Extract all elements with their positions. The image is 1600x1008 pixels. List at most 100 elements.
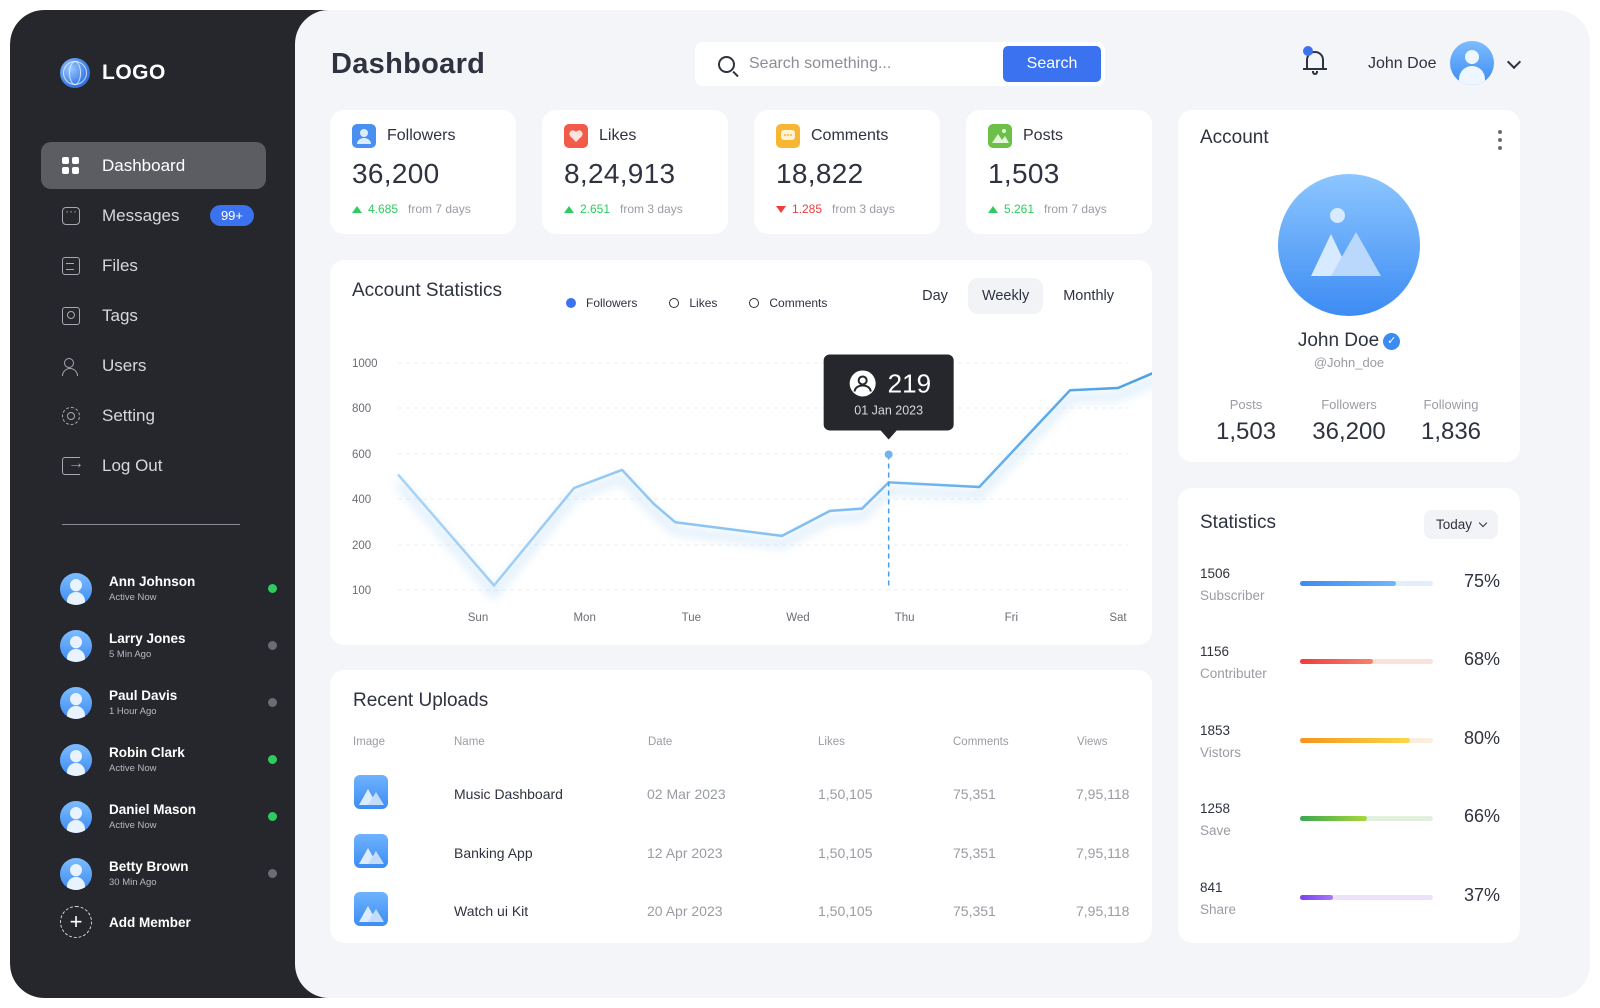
avatar xyxy=(60,743,92,776)
chevron-down-icon[interactable] xyxy=(1506,54,1522,70)
upload-date: 20 Apr 2023 xyxy=(647,903,723,919)
upload-views: 7,95,118 xyxy=(1076,903,1130,919)
stat-delta: 1.285 xyxy=(792,202,823,216)
progress-bar xyxy=(1300,738,1433,743)
search-bar: Search xyxy=(695,42,1105,86)
legend-item-followers[interactable]: Followers xyxy=(566,296,637,310)
member-status: 1 Hour Ago xyxy=(109,706,157,717)
stat-period: from 3 days xyxy=(832,202,895,216)
member-item[interactable]: Betty Brown 30 Min Ago xyxy=(60,845,280,902)
column-header: Comments xyxy=(953,736,1009,748)
stat-percent: 37% xyxy=(1463,885,1500,905)
upload-comments: 75,351 xyxy=(953,845,996,861)
y-tick-label: 400 xyxy=(352,494,371,506)
recent-uploads-card: Recent Uploads Image Name Date Likes Com… xyxy=(330,670,1152,943)
member-name: Robin Clark xyxy=(109,745,185,760)
stat-delta: 2.651 xyxy=(580,202,611,216)
arrow-up-icon xyxy=(988,205,998,213)
search-input[interactable] xyxy=(749,55,989,73)
logo[interactable]: LOGO xyxy=(60,58,166,88)
member-name: Paul Davis xyxy=(109,688,178,703)
x-tick-label: Fri xyxy=(1005,612,1018,624)
statistics-card: Statistics Today 1506 Subscriber 75% 1156 Co… xyxy=(1178,488,1520,943)
profile-handle: @John_doe xyxy=(1313,355,1385,370)
tooltip-value: 219 xyxy=(888,368,931,398)
progress-bar xyxy=(1300,581,1433,586)
chart-legend: Followers Likes Comments xyxy=(566,296,827,310)
member-item[interactable]: Paul Davis 1 Hour Ago xyxy=(60,674,280,731)
line-chart: 1000 800 600 400 200 100 Sun Mon Tue Wed Thu Fri Sat… xyxy=(352,354,1152,624)
sidebar-item-label: Files xyxy=(102,255,138,275)
progress-fill xyxy=(1300,738,1411,743)
member-name: Ann Johnson xyxy=(109,574,196,589)
sidebar-divider xyxy=(62,524,240,525)
upload-date: 12 Apr 2023 xyxy=(647,845,723,861)
stat-label: Share xyxy=(1200,902,1237,917)
sidebar-item-logout[interactable]: Log Out xyxy=(41,442,266,489)
statistics-title: Statistics xyxy=(1200,512,1277,533)
add-member-button[interactable]: + Add Member xyxy=(60,906,191,938)
sidebar-item-messages[interactable]: Messages 99+ xyxy=(41,192,266,239)
more-options-icon[interactable] xyxy=(1498,130,1502,150)
main-content: Dashboard Search John Doe Followers 36,2… xyxy=(295,10,1590,998)
range-monthly-button[interactable]: Monthly xyxy=(1063,288,1114,304)
stat-card-likes: Likes 8,24,913 2.651 from 3 days xyxy=(542,110,728,234)
table-row[interactable]: Music Dashboard 02 Mar 2023 1,50,105 75,… xyxy=(330,774,1152,814)
image-thumbnail-icon xyxy=(354,775,388,809)
tooltip-date: 01 Jan 2023 xyxy=(854,403,923,417)
sidebar-item-users[interactable]: Users xyxy=(41,342,266,389)
arrow-up-icon xyxy=(352,205,362,213)
arrow-down-icon xyxy=(776,205,786,213)
member-item[interactable]: Larry Jones 5 Min Ago xyxy=(60,617,280,674)
period-dropdown[interactable]: Today xyxy=(1423,510,1498,539)
member-item[interactable]: Ann Johnson Active Now xyxy=(60,560,280,617)
stat-count: 1506 xyxy=(1200,566,1231,581)
plus-icon: + xyxy=(60,906,92,938)
y-tick-label: 200 xyxy=(352,540,371,552)
notification-bell-icon[interactable] xyxy=(1302,46,1328,76)
avatar[interactable] xyxy=(1450,41,1494,85)
range-day-button[interactable]: Day xyxy=(922,288,948,304)
verified-badge-icon: ✓ xyxy=(1383,333,1401,350)
statistics-row: 1258 Save 66% xyxy=(1178,801,1520,861)
sidebar: LOGO Dashboard Messages 99+ Files Tags xyxy=(10,10,340,998)
progress-bar xyxy=(1300,816,1433,821)
file-icon xyxy=(62,256,80,275)
globe-icon xyxy=(60,58,90,88)
app-frame: LOGO Dashboard Messages 99+ Files Tags xyxy=(10,10,1590,998)
sidebar-item-label: Dashboard xyxy=(102,155,186,175)
member-name: Daniel Mason xyxy=(109,802,197,817)
sidebar-item-files[interactable]: Files xyxy=(41,242,266,289)
sidebar-item-dashboard[interactable]: Dashboard xyxy=(41,142,266,189)
legend-item-likes[interactable]: Likes xyxy=(669,296,717,310)
comment-icon xyxy=(776,124,800,148)
member-item[interactable]: Robin Clark Active Now xyxy=(60,731,280,788)
sidebar-item-label: Messages xyxy=(102,205,180,225)
search-button[interactable]: Search xyxy=(1003,46,1101,82)
statistics-row: 1156 Contributer 68% xyxy=(1178,644,1520,704)
dashboard-grid-icon xyxy=(62,156,80,175)
stat-label: Posts xyxy=(1023,127,1064,144)
range-weekly-button[interactable]: Weekly xyxy=(967,278,1044,314)
legend-item-comments[interactable]: Comments xyxy=(749,296,827,310)
sidebar-item-tags[interactable]: Tags xyxy=(41,292,266,339)
table-row[interactable]: Watch ui Kit 20 Apr 2023 1,50,105 75,351… xyxy=(330,891,1152,931)
header-user-name[interactable]: John Doe xyxy=(1368,55,1437,72)
member-name: Betty Brown xyxy=(109,859,189,874)
avatar xyxy=(60,857,92,890)
column-header: Views xyxy=(1077,736,1108,748)
avatar xyxy=(60,800,92,833)
stat-value: 1,503 xyxy=(988,158,1060,189)
x-tick-label: Tue xyxy=(682,612,701,624)
offline-indicator xyxy=(268,641,277,650)
sidebar-item-setting[interactable]: Setting xyxy=(41,392,266,439)
member-item[interactable]: Daniel Mason Active Now xyxy=(60,788,280,845)
progress-fill xyxy=(1300,581,1396,586)
column-header: Date xyxy=(648,736,673,748)
highlight-point xyxy=(884,450,893,459)
upload-name: Watch ui Kit xyxy=(454,903,529,919)
stat-label: Contributer xyxy=(1200,666,1267,681)
table-row[interactable]: Banking App 12 Apr 2023 1,50,105 75,351 … xyxy=(330,833,1152,873)
statistics-row: 1853 Vistors 80% xyxy=(1178,723,1520,783)
add-member-label: Add Member xyxy=(109,914,191,930)
